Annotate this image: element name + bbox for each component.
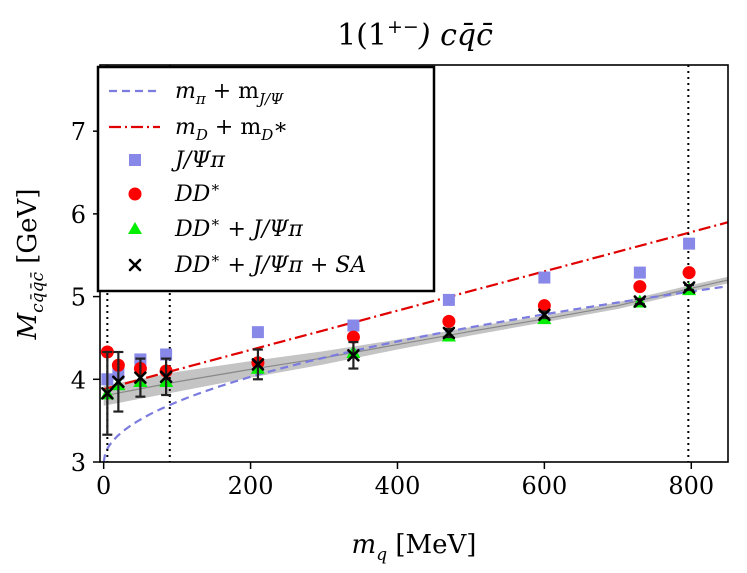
marker-ddstar	[346, 330, 360, 344]
marker-jpsipi	[251, 326, 264, 339]
curve-md-mdstar	[103, 221, 728, 391]
marker-ddstar-jpsipi-sa	[251, 358, 265, 371]
marker-ddstar	[537, 299, 551, 313]
marker-ddstar	[633, 280, 647, 294]
y-tick-label: 3	[71, 449, 86, 477]
y-tick-label: 4	[71, 366, 86, 394]
marker-jpsipi	[442, 293, 455, 306]
marker-jpsipi	[160, 348, 173, 361]
legend-marker-ddstar-jpsipi	[128, 222, 142, 234]
y-tick-label: 5	[71, 284, 86, 312]
marker-ddstar-jpsipi-sa	[442, 326, 456, 340]
x-tick-label: 200	[228, 472, 274, 500]
legend-marker-ddstar	[128, 187, 142, 201]
marker-jpsipi	[538, 271, 551, 284]
legend-label-ddstar-jpsipi: DD∗ + J/Ψπ	[174, 213, 303, 242]
y-tick-label: 7	[71, 118, 86, 146]
marker-ddstar-jpsipi-sa	[159, 370, 173, 384]
legend-label-ddstar: DD∗	[174, 178, 220, 207]
legend: mπ + mJ/Ψ mD + mD∗ J/Ψπ DD∗ DD∗ + J/Ψπ D…	[96, 65, 436, 293]
legend-box	[96, 65, 436, 293]
marker-ddstar-jpsipi-sa	[112, 375, 125, 389]
x-tick-label: 600	[521, 472, 567, 500]
y-axis-label: Mcq̄q̄c̄ [GeV]	[13, 189, 48, 341]
x-axis-label: mq [MeV]	[352, 530, 477, 565]
marker-ddstar	[442, 314, 456, 328]
marker-ddstar-jpsipi-sa	[101, 387, 114, 400]
legend-label-ddstar-jpsipi-sa: DD∗ + J/Ψπ + SA	[174, 249, 366, 278]
threshold-curves	[102, 221, 728, 462]
y-tick-label: 6	[71, 201, 86, 229]
legend-label-md-mdstar: mD + mD∗	[175, 115, 288, 144]
legend-label-jpsipi: J/Ψπ	[171, 148, 226, 173]
marker-ddstar-jpsipi-sa	[682, 281, 696, 294]
legend-label-mpi-mjpsi: mπ + mJ/Ψ	[175, 79, 284, 108]
marker-ddstar-jpsipi-sa	[134, 371, 147, 384]
x-tick-label: 400	[375, 472, 421, 500]
marker-ddstar	[682, 266, 696, 280]
x-tick-label: 0	[96, 472, 111, 500]
marker-ddstar-jpsipi-sa	[538, 308, 551, 322]
chart-title: 1(1+−) cq̄c̄	[337, 16, 493, 53]
marker-ddstar-jpsipi-sa	[347, 349, 360, 362]
marker-jpsipi	[633, 266, 646, 279]
legend-marker-jpsipi	[129, 154, 141, 166]
axis-ticks: 0 200 400 600 800 3 4 5 6 7	[71, 118, 714, 500]
marker-jpsipi	[683, 237, 696, 250]
marker-jpsipi	[347, 319, 360, 332]
curve-mpi-mjpsi	[102, 285, 728, 462]
x-tick-label: 800	[668, 472, 714, 500]
legend-marker-ddstar-jpsipi-sa	[128, 258, 142, 272]
data-markers	[100, 237, 697, 436]
marker-ddstar-jpsipi-sa	[633, 295, 647, 308]
